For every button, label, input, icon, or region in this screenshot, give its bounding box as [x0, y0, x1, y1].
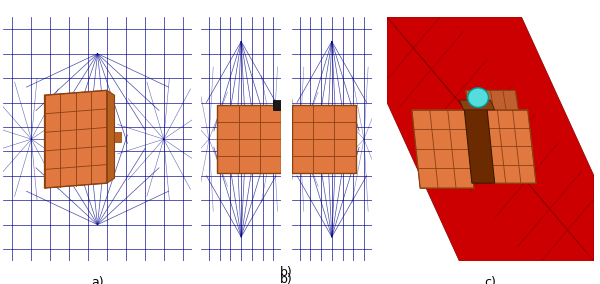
Text: a): a) [91, 276, 104, 284]
Polygon shape [482, 110, 536, 183]
Ellipse shape [468, 88, 488, 107]
Bar [113, 132, 121, 142]
Polygon shape [107, 90, 115, 183]
Polygon shape [44, 90, 107, 188]
Polygon shape [412, 110, 474, 188]
Polygon shape [387, 17, 594, 261]
Text: c): c) [485, 276, 496, 284]
Polygon shape [460, 100, 494, 110]
Bar [274, 100, 286, 110]
Polygon shape [466, 90, 528, 168]
Polygon shape [464, 103, 494, 183]
Text: b): b) [280, 266, 293, 279]
Text: b): b) [280, 273, 293, 284]
Polygon shape [217, 105, 281, 173]
Polygon shape [292, 105, 356, 173]
